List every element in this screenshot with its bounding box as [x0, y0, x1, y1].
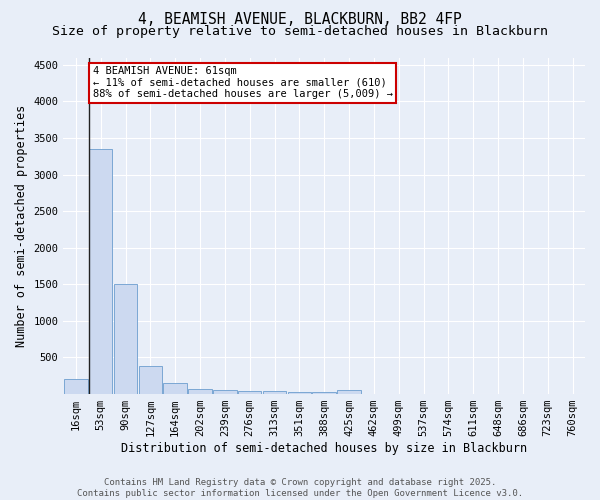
Y-axis label: Number of semi-detached properties: Number of semi-detached properties: [15, 104, 28, 347]
Bar: [287, 392, 311, 394]
Bar: [64, 380, 88, 394]
Bar: [213, 390, 236, 394]
Bar: [313, 392, 336, 394]
Text: Size of property relative to semi-detached houses in Blackburn: Size of property relative to semi-detach…: [52, 25, 548, 38]
Bar: [139, 366, 162, 394]
Bar: [163, 383, 187, 394]
Text: Contains HM Land Registry data © Crown copyright and database right 2025.
Contai: Contains HM Land Registry data © Crown c…: [77, 478, 523, 498]
Bar: [263, 391, 286, 394]
Bar: [89, 149, 112, 394]
X-axis label: Distribution of semi-detached houses by size in Blackburn: Distribution of semi-detached houses by …: [121, 442, 527, 455]
Text: 4, BEAMISH AVENUE, BLACKBURN, BB2 4FP: 4, BEAMISH AVENUE, BLACKBURN, BB2 4FP: [138, 12, 462, 28]
Bar: [114, 284, 137, 394]
Text: 4 BEAMISH AVENUE: 61sqm
← 11% of semi-detached houses are smaller (610)
88% of s: 4 BEAMISH AVENUE: 61sqm ← 11% of semi-de…: [92, 66, 392, 100]
Bar: [238, 391, 262, 394]
Bar: [337, 390, 361, 394]
Bar: [188, 388, 212, 394]
